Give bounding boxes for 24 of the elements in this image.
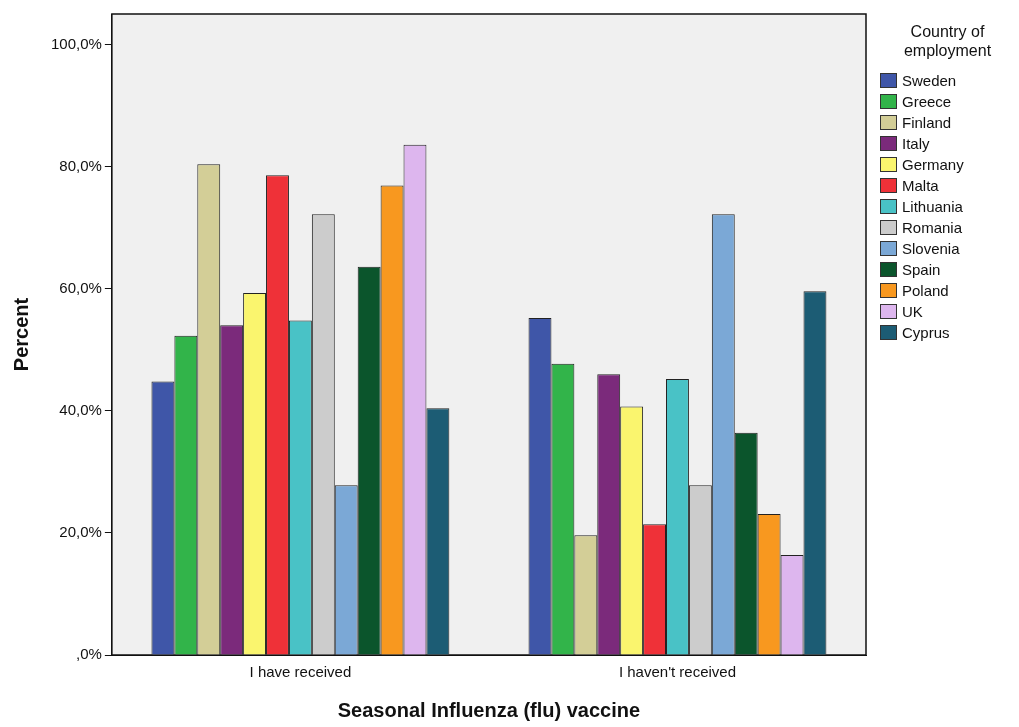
legend-title: Country of employment — [902, 22, 993, 60]
y-tick-label: 100,0% — [51, 34, 102, 52]
legend-label: Poland — [902, 282, 949, 299]
legend-label: Spain — [902, 261, 941, 278]
y-tick-label: ,0% — [76, 645, 102, 663]
legend-label: Greece — [902, 93, 952, 110]
legend-label: Slovenia — [902, 240, 960, 257]
y-tick-label: 20,0% — [59, 523, 102, 541]
y-tick-label: 80,0% — [59, 156, 102, 174]
x-tick-label: I haven't received — [618, 663, 737, 681]
legend-label: Sweden — [902, 72, 957, 89]
legend-label: Finland — [902, 114, 952, 131]
y-axis-title: Percent — [9, 297, 32, 372]
legend-label: UK — [902, 303, 923, 320]
legend-label: Malta — [902, 177, 939, 194]
x-tick-label: I have received — [249, 663, 352, 681]
legend-label: Cyprus — [902, 324, 950, 341]
y-tick-label: 40,0% — [59, 400, 102, 418]
legend-label: Germany — [902, 156, 964, 173]
x-axis-title: Seasonal Influenza (flu) vaccine — [337, 698, 641, 721]
legend-label: Lithuania — [902, 198, 963, 215]
legend-label: Romania — [902, 219, 963, 236]
y-tick-label: 60,0% — [59, 278, 102, 296]
legend-label: Italy — [902, 135, 930, 152]
